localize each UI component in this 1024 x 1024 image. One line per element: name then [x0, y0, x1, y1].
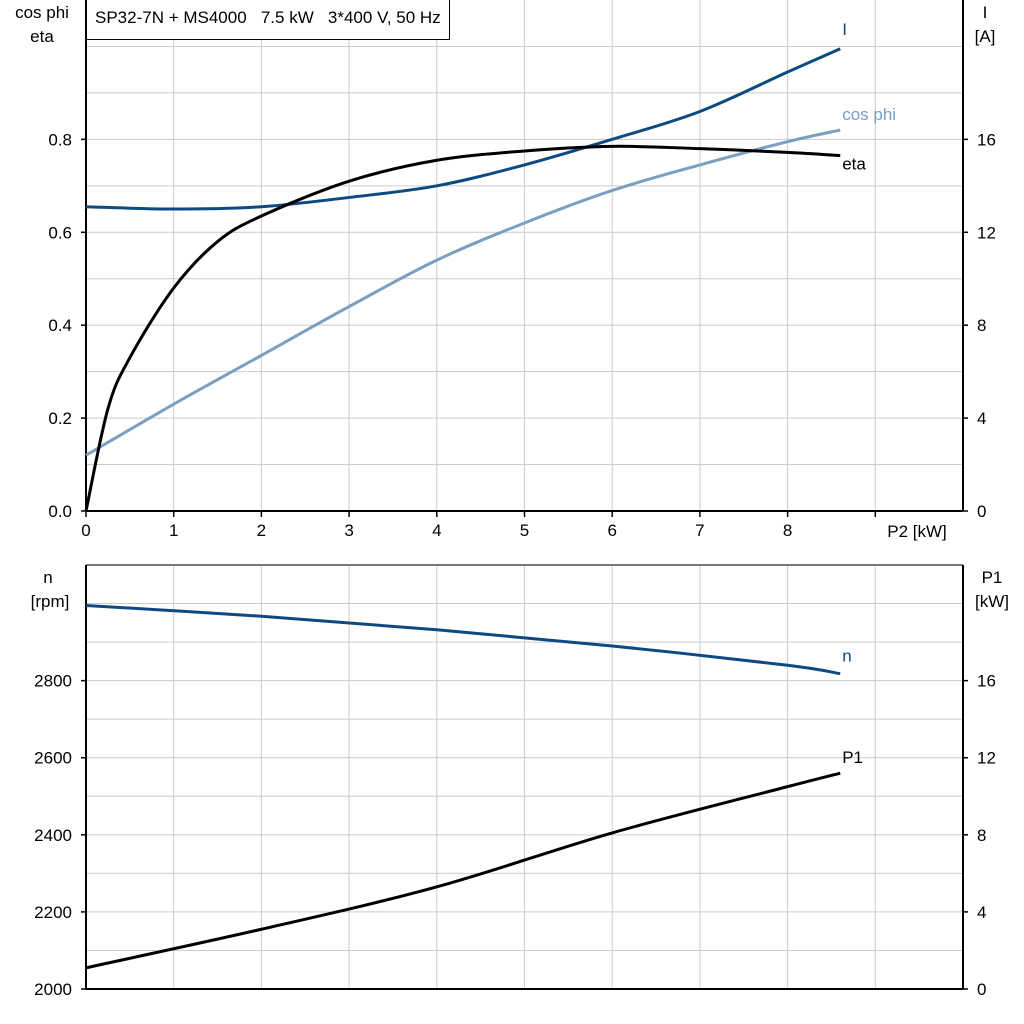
- y-axis-label-right: I: [983, 3, 988, 22]
- y-tick-label-right: 0: [977, 980, 986, 999]
- y-tick-label-left: 2000: [34, 980, 72, 999]
- y-axis-label-right: [kW]: [975, 592, 1009, 611]
- y-axis-label-left: n: [43, 568, 52, 587]
- x-tick-label: 3: [344, 521, 353, 540]
- x-tick-label: 7: [695, 521, 704, 540]
- y-tick-label-right: 4: [977, 903, 986, 922]
- series-label-n: n: [842, 647, 851, 666]
- y-tick-label-right: 4: [977, 409, 986, 428]
- x-tick-label: 0: [81, 521, 90, 540]
- x-tick-label: 8: [783, 521, 792, 540]
- x-tick-label: 2: [257, 521, 266, 540]
- x-tick-label: 1: [169, 521, 178, 540]
- series-line-cos-phi: [85, 128, 841, 457]
- x-tick-label: 6: [607, 521, 616, 540]
- y-axis-label-left: [rpm]: [31, 592, 70, 611]
- series-label-P1: P1: [842, 748, 863, 767]
- y-tick-label-right: 12: [977, 223, 996, 242]
- y-tick-label-left: 0.6: [48, 223, 72, 242]
- x-axis-label: P2 [kW]: [887, 522, 947, 541]
- series-line-n: [85, 603, 841, 676]
- y-tick-label-left: 2600: [34, 749, 72, 768]
- y-tick-label-left: 2200: [34, 903, 72, 922]
- y-axis-label-left: cos phi: [15, 3, 69, 22]
- x-tick-label: 5: [520, 521, 529, 540]
- y-tick-label-left: 0.0: [48, 502, 72, 521]
- y-tick-label-left: 0.8: [48, 130, 72, 149]
- y-axis-label-left: eta: [30, 27, 54, 46]
- series-label-I: I: [842, 20, 847, 39]
- y-tick-label-right: 8: [977, 826, 986, 845]
- x-tick-label: 4: [432, 521, 441, 540]
- y-tick-label-left: 0.4: [48, 316, 72, 335]
- y-tick-label-right: 12: [977, 749, 996, 768]
- y-tick-label-right: 8: [977, 316, 986, 335]
- series-line-eta: [84, 144, 841, 512]
- y-tick-label-right: 16: [977, 130, 996, 149]
- y-tick-label-left: 2800: [34, 672, 72, 691]
- y-axis-label-right: [A]: [975, 27, 996, 46]
- series-label-eta: eta: [842, 155, 866, 174]
- y-tick-label-left: 0.2: [48, 409, 72, 428]
- series-line-P1: [85, 771, 841, 970]
- series-label-cos-phi: cos phi: [842, 105, 896, 124]
- y-axis-label-right: P1: [982, 568, 1003, 587]
- y-tick-label-left: 2400: [34, 826, 72, 845]
- series-line-I: [85, 47, 841, 211]
- y-tick-label-right: 16: [977, 672, 996, 691]
- chart-title: SP32-7N + MS4000 7.5 kW 3*400 V, 50 Hz: [86, 0, 450, 40]
- y-tick-label-right: 0: [977, 502, 986, 521]
